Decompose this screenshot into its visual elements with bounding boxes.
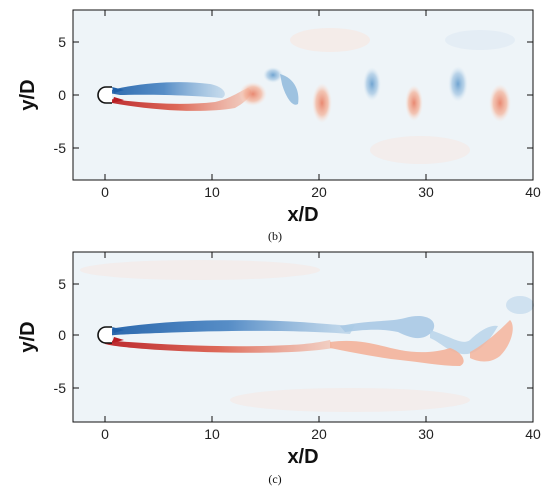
y-tick-label: 0: [58, 327, 66, 343]
cylinder-body: [97, 86, 112, 104]
panel-caption: (b): [268, 229, 282, 243]
x-axis-label: x/D: [287, 446, 318, 468]
shear-layer-upper: [103, 82, 225, 98]
wake-blue: [340, 315, 435, 339]
vortex-blue: [448, 66, 468, 102]
wake-red: [330, 340, 464, 366]
vortex-red: [312, 83, 332, 123]
x-tick-label: 0: [101, 426, 109, 442]
y-axis: [73, 283, 533, 389]
x-tick-label: 30: [418, 184, 434, 200]
contour-patch: [506, 296, 534, 314]
plot-frame: [72, 251, 534, 423]
body-vorticity: [112, 87, 124, 93]
body-vorticity: [112, 97, 124, 103]
vortex-blue: [363, 67, 381, 101]
vortex-red: [405, 85, 423, 121]
y-tick-label: -5: [54, 380, 67, 396]
x-tick-label: 20: [311, 184, 327, 200]
y-tick-label: -5: [54, 140, 67, 156]
y-axis-label: y/D: [17, 321, 39, 352]
y-tick-label: 0: [58, 87, 66, 103]
contour-patch: [80, 260, 320, 280]
x-tick-label: 0: [101, 184, 109, 200]
vortex-red: [489, 84, 511, 122]
vortex-red: [239, 82, 267, 106]
vortex-blue: [280, 74, 299, 105]
panel-b: 5 0 -5 0 10 20 30 40 x/D y/D (b): [17, 9, 541, 243]
y-axis-label: y/D: [17, 79, 39, 110]
cylinder-body: [97, 326, 112, 344]
y-tick-label: 5: [58, 276, 66, 292]
x-axis-label: x/D: [287, 204, 318, 226]
x-tick-label: 20: [311, 426, 327, 442]
shear-layer-upper: [103, 320, 355, 336]
shear-layer-lower: [103, 340, 333, 353]
shear-layer-lower: [103, 88, 252, 111]
panel-c: 5 0 -5 0 10 20 30 40 x/D y/D (c): [17, 251, 541, 486]
x-tick-label: 40: [525, 184, 541, 200]
vortex-blue: [263, 67, 283, 83]
x-tick-label: 10: [204, 184, 220, 200]
wake-red: [470, 320, 513, 362]
body-vorticity: [112, 337, 124, 343]
contour-patch: [230, 388, 470, 412]
contour-patch: [290, 28, 370, 52]
y-axis: [73, 41, 533, 149]
x-tick-label: 30: [418, 426, 434, 442]
x-axis: [104, 10, 427, 180]
y-tick-label: 5: [58, 34, 66, 50]
panel-caption: (c): [268, 472, 281, 486]
contour-patch: [445, 30, 515, 50]
contour-patch: [370, 136, 470, 164]
body-vorticity: [112, 327, 124, 333]
x-axis: [104, 252, 427, 422]
x-tick-label: 10: [204, 426, 220, 442]
x-tick-label: 40: [525, 426, 541, 442]
